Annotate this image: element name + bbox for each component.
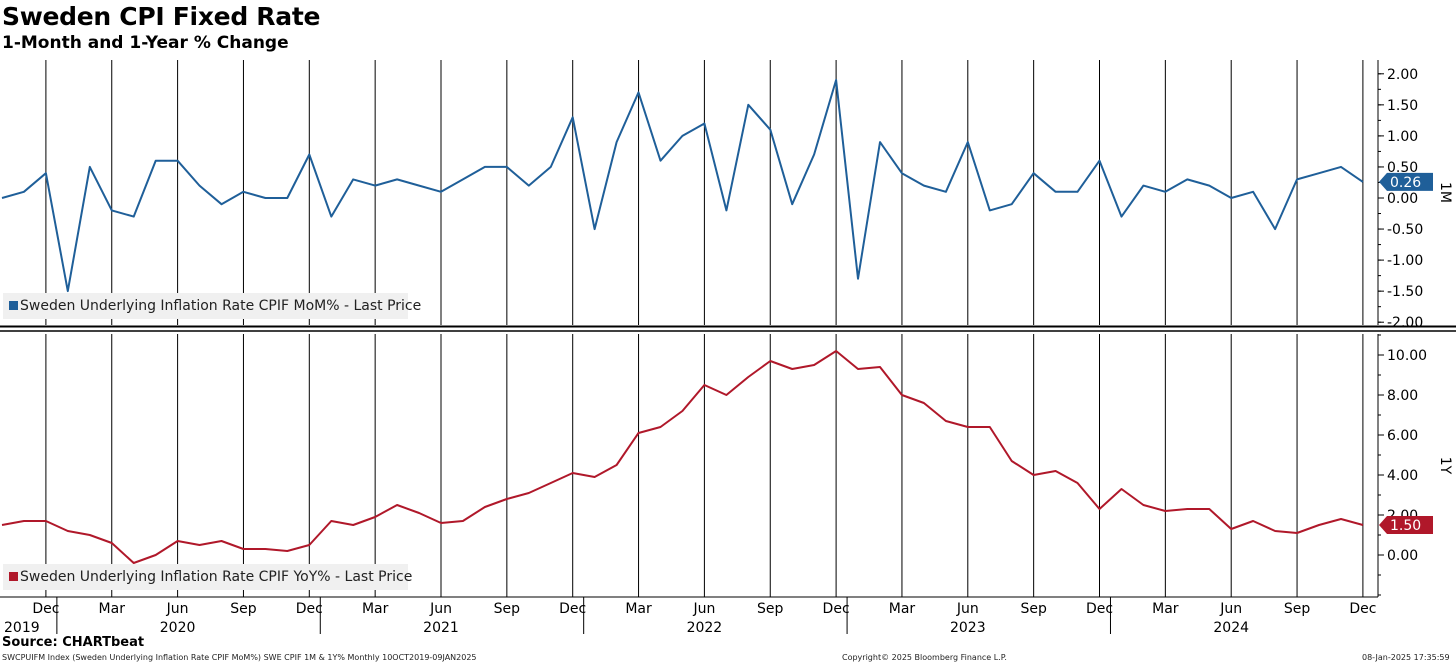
panel-label: 1M bbox=[1437, 182, 1453, 203]
y-tick-label: 4.00 bbox=[1387, 468, 1418, 484]
x-month-label: Jun bbox=[692, 601, 715, 617]
x-year-label: 2023 bbox=[950, 620, 986, 636]
last-value-tag bbox=[1379, 516, 1433, 534]
y-tick-label: 0.50 bbox=[1387, 160, 1418, 176]
y-tick-label: 1.00 bbox=[1387, 129, 1418, 145]
x-year-label: 2020 bbox=[160, 620, 196, 636]
y-tick-label: 6.00 bbox=[1387, 428, 1418, 444]
x-month-label: Dec bbox=[823, 601, 850, 617]
x-month-label: Sep bbox=[1020, 601, 1047, 617]
y-tick-label: 8.00 bbox=[1387, 388, 1418, 404]
footer-copyright: Copyright© 2025 Bloomberg Finance L.P. bbox=[842, 653, 1007, 662]
y-tick-label: -2.00 bbox=[1387, 315, 1423, 331]
legend-label: Sweden Underlying Inflation Rate CPIF Mo… bbox=[20, 298, 421, 314]
panel-label: 1Y bbox=[1437, 457, 1453, 475]
chart-svg: 2.00 1.50 1.00 0.50 0.00 -0.50 -1.00 -1.50 -2.00… bbox=[0, 60, 1456, 636]
y-tick-label: 0.00 bbox=[1387, 548, 1418, 564]
x-month-label: Sep bbox=[1284, 601, 1311, 617]
x-month-label: Sep bbox=[757, 601, 784, 617]
x-month-label: Dec bbox=[1349, 601, 1376, 617]
x-month-label: Sep bbox=[494, 601, 521, 617]
legend-swatch bbox=[9, 572, 18, 581]
x-year-label: 2019 bbox=[4, 620, 40, 636]
x-month-label: Jun bbox=[956, 601, 979, 617]
x-year-label: 2021 bbox=[423, 620, 459, 636]
x-month-label: Jun bbox=[1219, 601, 1242, 617]
y-tick-label: -1.00 bbox=[1387, 253, 1423, 269]
chart-title: Sweden CPI Fixed Rate bbox=[2, 2, 321, 31]
legend-swatch bbox=[9, 301, 18, 310]
last-value-tag bbox=[1379, 172, 1433, 191]
y-tick-label: 1.50 bbox=[1387, 98, 1418, 114]
x-month-label: Sep bbox=[230, 601, 257, 617]
x-month-label: Mar bbox=[625, 601, 652, 617]
y-tick-label: 0.00 bbox=[1387, 191, 1418, 207]
x-month-label: Mar bbox=[889, 601, 916, 617]
x-month-label: Dec bbox=[32, 601, 59, 617]
x-year-label: 2024 bbox=[1213, 620, 1249, 636]
x-month-label: Jun bbox=[429, 601, 452, 617]
legend-box bbox=[3, 564, 408, 590]
y-tick-label: 10.00 bbox=[1387, 348, 1427, 364]
y-tick-label: -1.50 bbox=[1387, 284, 1423, 300]
y-tick-label: -0.50 bbox=[1387, 222, 1423, 238]
source-note: Source: CHARTbeat bbox=[2, 635, 145, 650]
x-month-label: Dec bbox=[296, 601, 323, 617]
legend-box bbox=[3, 293, 408, 319]
y-tick-label: 2.00 bbox=[1387, 67, 1418, 83]
legend-label: Sweden Underlying Inflation Rate CPIF Yo… bbox=[20, 569, 412, 585]
x-month-label: Mar bbox=[362, 601, 389, 617]
series-line-yoy bbox=[1, 350, 1364, 564]
last-value-label: 0.26 bbox=[1390, 175, 1421, 191]
series-line-mom bbox=[1, 79, 1364, 293]
x-month-label: Mar bbox=[99, 601, 126, 617]
footer-timestamp: 08-Jan-2025 17:35:59 bbox=[1362, 653, 1450, 662]
footer-index-info: SWCPUIFM Index (Sweden Underlying Inflat… bbox=[2, 653, 477, 662]
x-month-label: Dec bbox=[559, 601, 586, 617]
x-month-label: Dec bbox=[1086, 601, 1113, 617]
x-month-label: Jun bbox=[166, 601, 189, 617]
chart-subtitle: 1-Month and 1-Year % Change bbox=[2, 33, 289, 53]
x-year-label: 2022 bbox=[687, 620, 723, 636]
x-month-label: Mar bbox=[1152, 601, 1179, 617]
last-value-label: 1.50 bbox=[1390, 518, 1421, 534]
